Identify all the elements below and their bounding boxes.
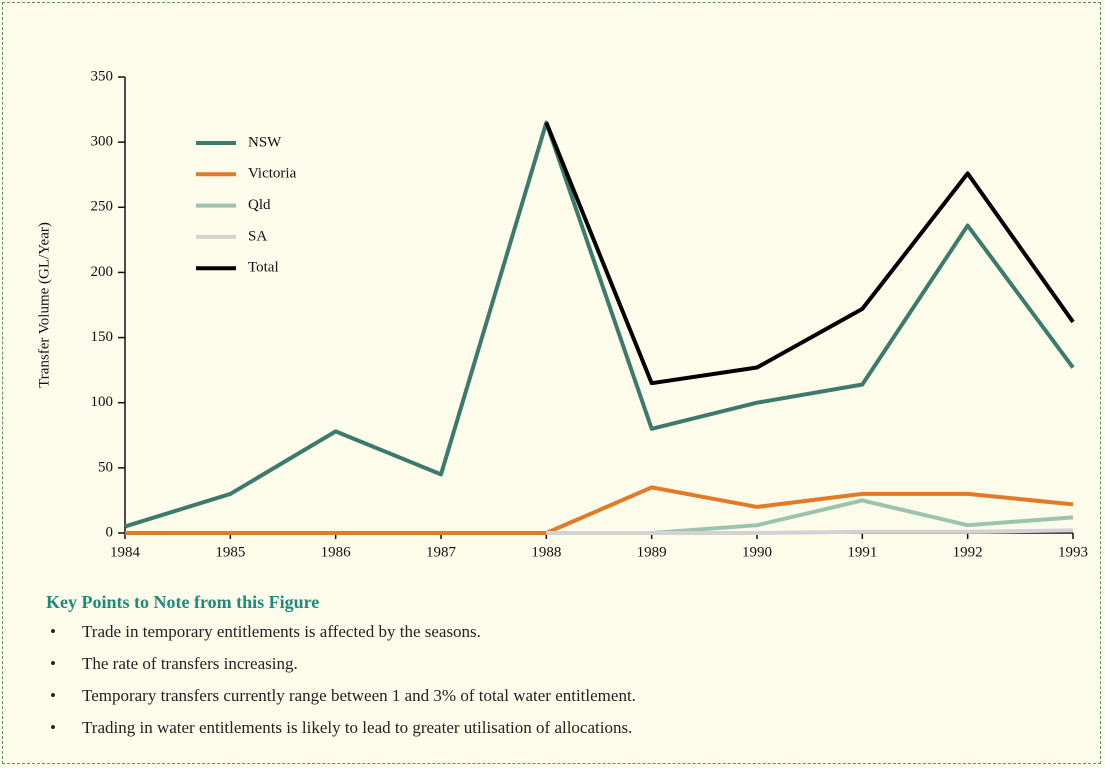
note-item: Trading in water entitlements is likely …: [46, 717, 1066, 749]
notes: Key Points to Note from this Figure Trad…: [46, 592, 1066, 749]
y-tick-label: 50: [98, 459, 113, 475]
x-tick-label: 1993: [1058, 544, 1088, 560]
notes-title: Key Points to Note from this Figure: [46, 592, 320, 612]
x-tick-label: 1986: [321, 544, 352, 560]
x-tick-label: 1988: [531, 544, 561, 560]
x-tick-label: 1989: [637, 544, 667, 560]
y-tick-label: 250: [91, 199, 114, 215]
y-tick-label: 350: [91, 68, 114, 84]
legend-label: Total: [248, 260, 279, 276]
x-tick-label: 1990: [742, 544, 772, 560]
note-item: The rate of transfers increasing.: [46, 653, 1066, 685]
legend-label: Qld: [248, 197, 271, 213]
y-tick-label: 150: [91, 329, 114, 345]
note-item: Trade in temporary entitlements is affec…: [46, 621, 1066, 653]
y-tick-label: 300: [91, 134, 114, 150]
series-line: [125, 485, 1074, 535]
series-line: [546, 528, 1074, 535]
legend-label: SA: [248, 228, 267, 244]
x-tick-label: 1987: [426, 544, 457, 560]
y-axis-label: Transfer Volume (GL/Year): [36, 222, 52, 388]
notes-list: Trade in temporary entitlements is affec…: [46, 621, 1066, 749]
chart: 0 50 100 150 200 250 300 350 1984 1985 1986 1987 198…: [36, 68, 1088, 560]
series-line: [124, 120, 1075, 529]
x-tick-label: 1985: [215, 544, 245, 560]
note-item: Temporary transfers currently range betw…: [46, 685, 1066, 717]
x-tick-label: 1992: [953, 544, 983, 560]
series-line: [544, 121, 1075, 386]
y-tick-label: 100: [91, 394, 114, 410]
series-line: [546, 498, 1074, 535]
y-tick-label: 0: [106, 524, 114, 540]
x-tick-label: 1984: [110, 544, 141, 560]
y-tick-label: 200: [91, 264, 114, 280]
legend-label: NSW: [248, 134, 282, 150]
legend-label: Victoria: [248, 166, 297, 182]
x-tick-label: 1991: [847, 544, 877, 560]
